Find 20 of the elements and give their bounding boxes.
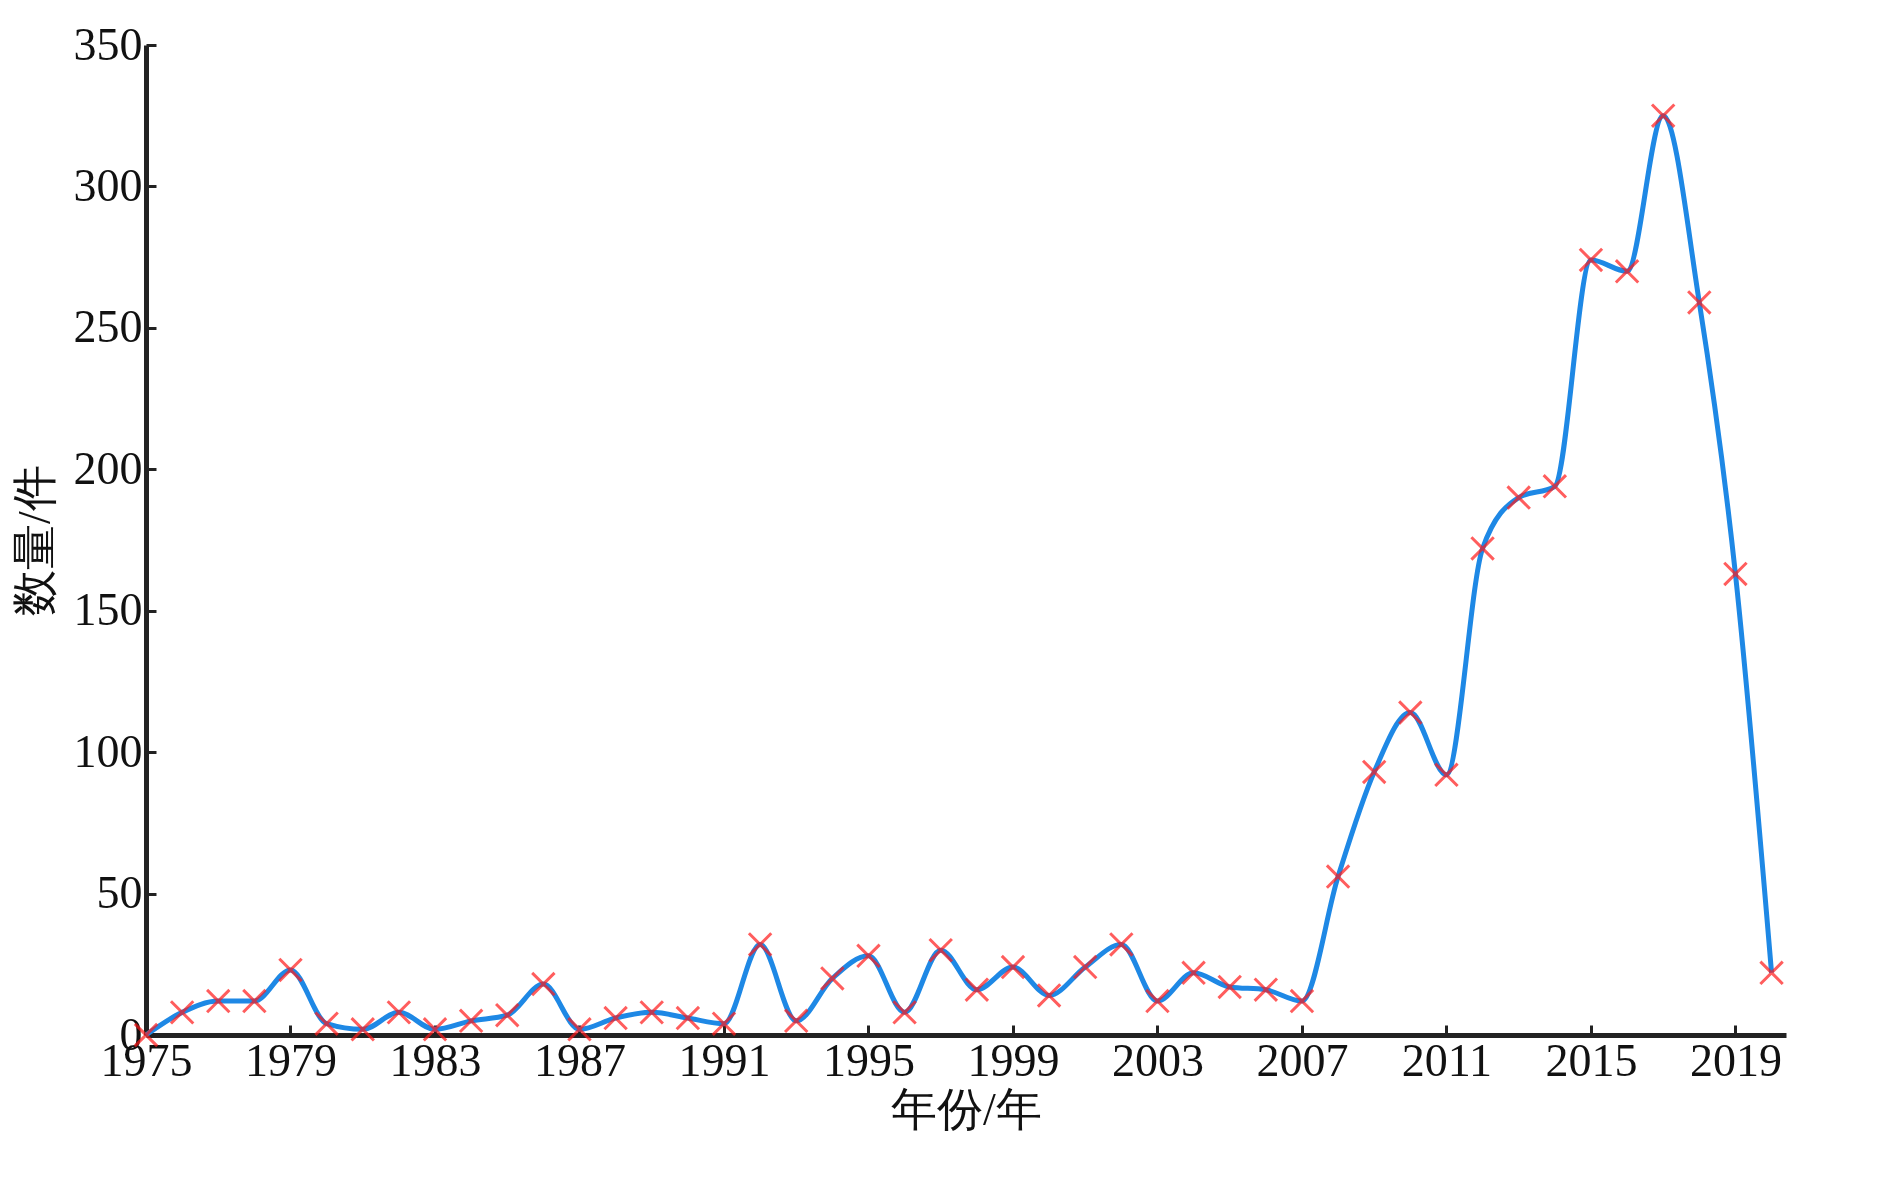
y-tick-label: 250 xyxy=(73,301,143,353)
y-tick-label: 200 xyxy=(73,442,143,494)
y-tick-label: 350 xyxy=(73,18,143,70)
x-tick-label: 2003 xyxy=(1111,1034,1204,1086)
x-tick-label: 1995 xyxy=(822,1034,915,1086)
y-tick-label: 50 xyxy=(96,867,143,919)
x-tick-label: 1979 xyxy=(244,1034,337,1086)
y-axis-title: 数量/件 xyxy=(8,465,60,616)
x-axis-title: 年份/年 xyxy=(891,1083,1042,1135)
x-tick-label: 2019 xyxy=(1689,1034,1782,1086)
y-tick-label: 150 xyxy=(73,584,143,636)
x-tick-label: 1983 xyxy=(389,1034,482,1086)
x-tick-label: 1987 xyxy=(533,1034,626,1086)
y-tick-label: 100 xyxy=(73,725,143,777)
x-tick-label: 1991 xyxy=(678,1034,771,1086)
y-tick-label: 300 xyxy=(73,159,143,211)
x-tick-label: 2011 xyxy=(1401,1034,1493,1086)
x-tick-label: 2015 xyxy=(1545,1034,1638,1086)
x-tick-label: 2007 xyxy=(1256,1034,1349,1086)
x-tick-label: 1999 xyxy=(967,1034,1060,1086)
